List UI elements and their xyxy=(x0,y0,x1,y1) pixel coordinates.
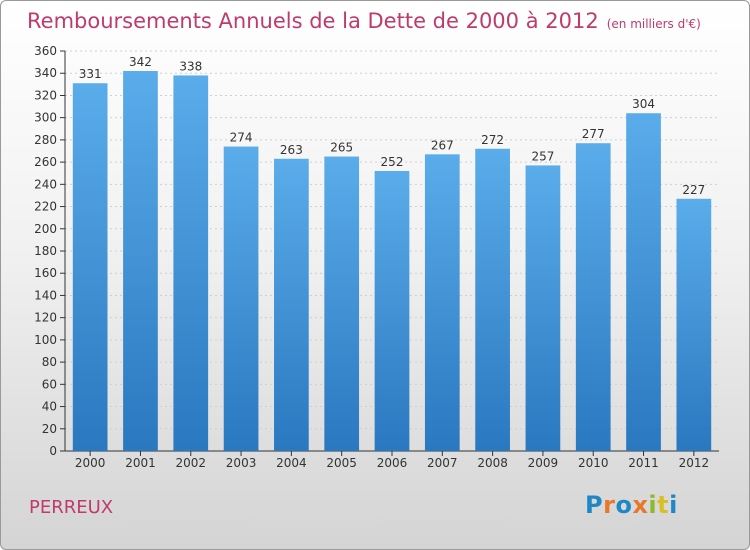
y-tick-label: 60 xyxy=(42,377,57,391)
y-tick-label: 300 xyxy=(34,111,57,125)
bar-value-label: 338 xyxy=(179,59,202,73)
bar xyxy=(374,171,410,451)
bar xyxy=(72,83,108,451)
bar-value-label: 342 xyxy=(129,55,152,69)
x-tick-label: 2009 xyxy=(528,456,559,470)
bar xyxy=(324,156,360,452)
bar xyxy=(223,146,259,452)
x-tick-label: 2003 xyxy=(226,456,257,470)
bar xyxy=(525,165,561,451)
x-tick-label: 2008 xyxy=(477,456,508,470)
x-tick-label: 2001 xyxy=(125,456,156,470)
y-tick-label: 80 xyxy=(42,355,57,369)
bar-value-label: 257 xyxy=(531,149,554,163)
bar-value-label: 227 xyxy=(682,183,705,197)
x-tick-label: 2010 xyxy=(578,456,609,470)
x-tick-label: 2000 xyxy=(75,456,106,470)
y-tick-label: 100 xyxy=(34,333,57,347)
chart-subtitle: (en milliers d'€) xyxy=(606,17,701,31)
bar-value-label: 277 xyxy=(582,127,605,141)
bars xyxy=(72,71,712,452)
y-tick-label: 120 xyxy=(34,311,57,325)
x-tick-label: 2011 xyxy=(628,456,659,470)
y-tick-label: 360 xyxy=(34,44,57,58)
y-tick-label: 240 xyxy=(34,177,57,191)
y-tick-label: 320 xyxy=(34,88,57,102)
x-tick-label: 2007 xyxy=(427,456,458,470)
bar-value-label: 265 xyxy=(330,141,353,155)
x-tick-label: 2002 xyxy=(175,456,206,470)
y-tick-label: 280 xyxy=(34,133,57,147)
bar xyxy=(424,154,460,452)
bar xyxy=(123,71,158,451)
bar-value-label: 267 xyxy=(431,138,454,152)
bar xyxy=(475,148,510,451)
y-tick-label: 260 xyxy=(34,155,57,169)
x-tick-label: 2012 xyxy=(679,456,710,470)
x-tick-label: 2004 xyxy=(276,456,307,470)
bar-value-label: 274 xyxy=(230,131,253,145)
x-tick-label: 2005 xyxy=(326,456,357,470)
bar-value-label: 263 xyxy=(280,143,303,157)
y-tick-label: 180 xyxy=(34,244,57,258)
chart-title: Remboursements Annuels de la Dette de 20… xyxy=(27,9,701,33)
y-tick-label: 340 xyxy=(34,66,57,80)
y-tick-label: 140 xyxy=(34,288,57,302)
bar-value-label: 304 xyxy=(632,97,655,111)
chart-title-text: Remboursements Annuels de la Dette de 20… xyxy=(27,9,599,33)
proxiti-logo: Proxiti xyxy=(585,491,678,519)
location-label: PERREUX xyxy=(29,497,114,518)
labels: 0 20 40 60 80 100 120 140 160 180 200 220 240 260 280 3… xyxy=(34,44,709,470)
y-tick-label: 0 xyxy=(49,444,57,458)
bar xyxy=(173,75,209,451)
bar-value-label: 331 xyxy=(79,67,102,81)
bar-value-label: 272 xyxy=(481,133,504,147)
y-tick-label: 220 xyxy=(34,200,57,214)
y-tick-label: 20 xyxy=(42,422,57,436)
bar xyxy=(676,198,712,451)
y-tick-label: 200 xyxy=(34,222,57,236)
bar-value-label: 252 xyxy=(381,155,404,169)
bar xyxy=(575,143,611,451)
y-tick-label: 160 xyxy=(34,266,57,280)
x-tick-label: 2006 xyxy=(377,456,408,470)
bar xyxy=(626,113,661,451)
y-tick-label: 40 xyxy=(42,400,57,414)
bar xyxy=(274,158,309,451)
